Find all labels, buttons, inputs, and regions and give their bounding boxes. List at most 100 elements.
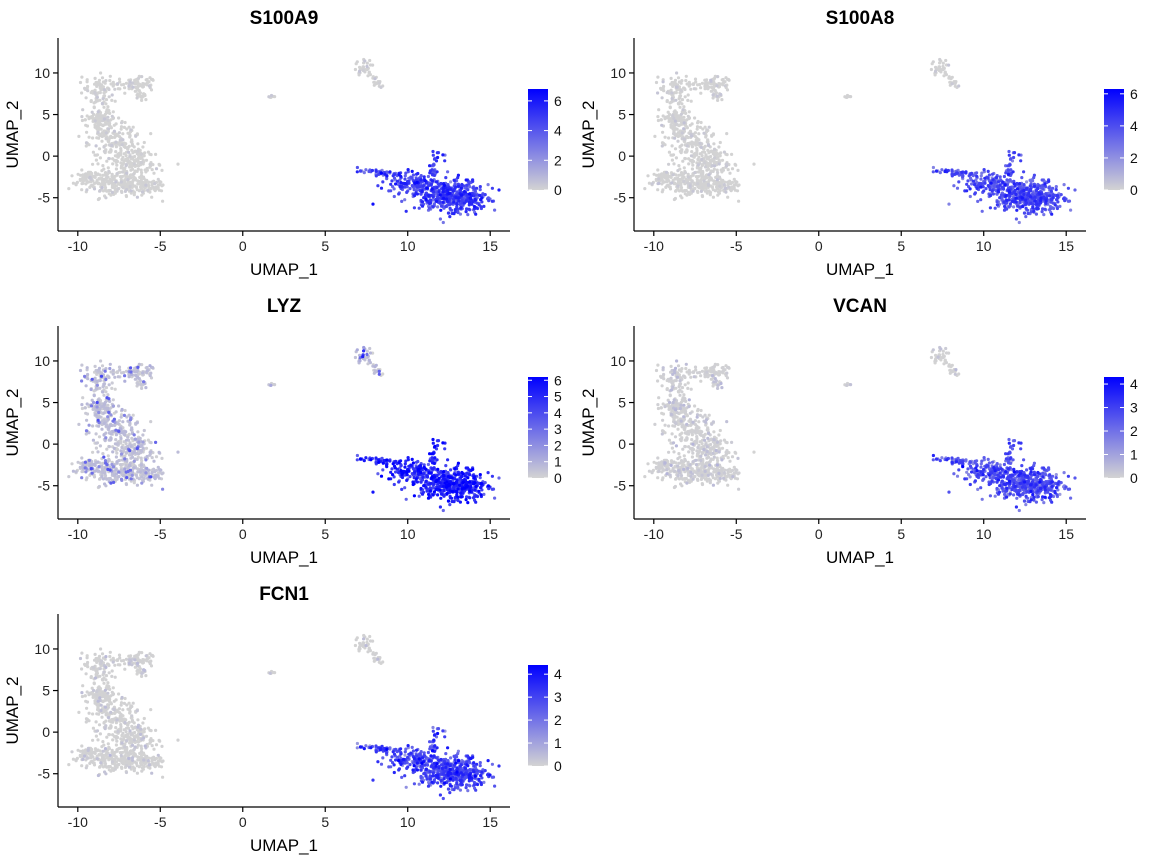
cell-point (124, 482, 129, 487)
cell-point (130, 165, 134, 169)
cell-point (114, 455, 118, 459)
cell-point (127, 150, 131, 154)
cell-point (1024, 206, 1028, 210)
cell-point (711, 93, 715, 97)
cell-point (713, 164, 717, 168)
cell-point (376, 184, 380, 188)
cell-point (141, 82, 145, 86)
cell-point (141, 145, 145, 149)
cell-point (84, 384, 88, 388)
cell-point (388, 459, 392, 463)
cell-point (132, 466, 136, 470)
cell-point (464, 178, 468, 182)
cell-point (111, 372, 115, 376)
cell-point (412, 206, 416, 210)
cell-point (1039, 196, 1043, 200)
cell-point (101, 124, 105, 128)
cell-point (388, 170, 392, 174)
cell-point (1022, 183, 1026, 187)
cell-point (425, 474, 429, 478)
cell-point (699, 189, 704, 193)
cell-point (410, 184, 414, 188)
cell-point (490, 186, 494, 190)
cell-point (149, 420, 153, 424)
cell-point (420, 189, 424, 193)
cell-point (134, 134, 138, 138)
cell-point (126, 178, 130, 182)
cell-point (114, 140, 118, 144)
cell-point (144, 386, 148, 390)
cell-point (947, 202, 951, 206)
cell-point (1014, 217, 1019, 221)
cell-point (1004, 171, 1008, 175)
cell-point (673, 119, 678, 123)
cell-point (656, 188, 660, 192)
cell-point (465, 207, 469, 211)
cell-point (408, 475, 412, 479)
cell-point (136, 365, 140, 369)
cell-point (442, 484, 446, 488)
cell-point (1059, 193, 1063, 197)
cell-point (686, 98, 690, 102)
cell-point (355, 458, 359, 462)
cell-point (695, 166, 699, 170)
cell-point (123, 408, 127, 413)
cell-point (397, 192, 401, 196)
cell-point (95, 383, 99, 387)
cell-point (109, 148, 113, 152)
cell-point (96, 450, 100, 454)
cell-point (364, 456, 368, 460)
cell-point (716, 75, 720, 79)
cell-point (1050, 212, 1054, 216)
cell-point (706, 87, 710, 91)
cell-point (102, 145, 106, 149)
cell-point (700, 185, 704, 189)
cell-point (696, 174, 701, 179)
cell-point (719, 168, 723, 172)
cell-point (367, 358, 371, 362)
cell-point (108, 366, 112, 371)
cell-point (85, 402, 89, 406)
cell-point (434, 180, 439, 184)
cell-point (705, 168, 709, 172)
cell-point (419, 178, 423, 182)
cell-point (97, 147, 102, 151)
cell-point (134, 158, 138, 162)
cell-point (699, 145, 703, 149)
cell-point (723, 84, 727, 88)
cell-point (705, 128, 709, 132)
cell-point (110, 190, 115, 194)
cell-point (1018, 182, 1022, 186)
cell-point (129, 370, 133, 374)
cell-point (995, 200, 999, 204)
cell-point (938, 171, 942, 175)
cell-point (439, 496, 443, 500)
cell-point (426, 462, 430, 467)
cell-point (147, 84, 151, 88)
cell-point (471, 186, 475, 190)
cell-point (1007, 149, 1011, 154)
cell-point (80, 456, 84, 460)
cell-point (107, 410, 111, 414)
cell-point (98, 386, 102, 390)
cell-point (127, 463, 132, 468)
cell-point (86, 372, 90, 377)
cell-point (446, 170, 450, 174)
cell-point (104, 131, 108, 135)
cell-point (103, 112, 107, 116)
cell-point (670, 91, 674, 95)
cell-point (706, 148, 710, 152)
cell-point (465, 183, 469, 187)
cell-point (133, 89, 137, 93)
cell-point (1014, 192, 1018, 196)
cell-point (716, 98, 720, 102)
cell-point (101, 477, 105, 481)
cell-point (102, 421, 106, 425)
cell-point (105, 477, 109, 481)
cell-point (408, 187, 412, 191)
cell-point (81, 396, 85, 400)
cell-point (132, 459, 136, 463)
cell-point (148, 165, 152, 169)
cell-point (106, 118, 110, 122)
cell-point (160, 472, 164, 476)
